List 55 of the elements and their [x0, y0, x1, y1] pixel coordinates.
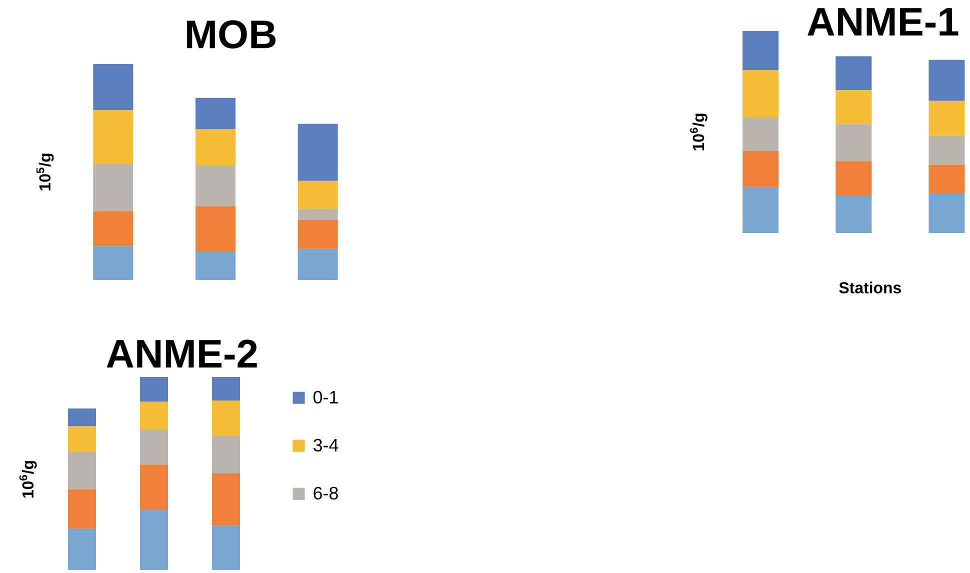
bar [93, 64, 134, 110]
bar [298, 124, 338, 181]
bar [836, 161, 872, 196]
bar [196, 251, 236, 280]
bar [928, 192, 965, 233]
bar [742, 70, 779, 118]
bar [93, 164, 134, 212]
bar [68, 426, 96, 452]
bar [93, 211, 134, 246]
bar [212, 526, 240, 570]
bar [298, 220, 338, 249]
bar [68, 489, 96, 529]
bar [212, 473, 240, 526]
bar [212, 376, 240, 401]
bar [68, 452, 96, 490]
bar [928, 100, 965, 136]
bar [742, 150, 779, 187]
bar [742, 117, 779, 151]
bar [298, 248, 338, 280]
legend-label: 0-1 [313, 390, 338, 404]
bar [928, 60, 965, 101]
bar [836, 90, 872, 124]
bar [928, 164, 965, 193]
chart-title: ANME-2 [106, 340, 257, 368]
x-axis-title: Stations [839, 282, 901, 294]
bar [298, 208, 338, 220]
y-axis-title: 10$^{6}$/g [19, 461, 37, 498]
y-axis-title: 10$^{5}$/g [36, 154, 54, 190]
bar [836, 124, 872, 162]
chart-title: MOB [187, 20, 276, 48]
legend-label: 6-8 [314, 486, 338, 500]
bar [68, 408, 96, 426]
legend-label: 3-4 [313, 438, 338, 452]
chart-title: ANME-1 [808, 8, 958, 36]
bar [298, 180, 338, 209]
bar [140, 464, 168, 510]
bar [212, 436, 240, 474]
bar [196, 206, 236, 252]
bar [836, 195, 872, 233]
bar [140, 510, 168, 570]
bar [140, 401, 168, 430]
bar [196, 98, 236, 129]
bar [928, 136, 965, 165]
bar [140, 429, 168, 465]
bar [68, 528, 96, 570]
bar [93, 110, 134, 164]
bar [742, 186, 779, 233]
bar [196, 165, 236, 206]
bar [93, 246, 134, 280]
bar [196, 129, 236, 166]
bar [836, 56, 872, 90]
bar [742, 30, 779, 70]
y-axis-title: 10$^{6}$/g [690, 114, 708, 150]
bar [212, 400, 240, 436]
bar [140, 376, 168, 402]
